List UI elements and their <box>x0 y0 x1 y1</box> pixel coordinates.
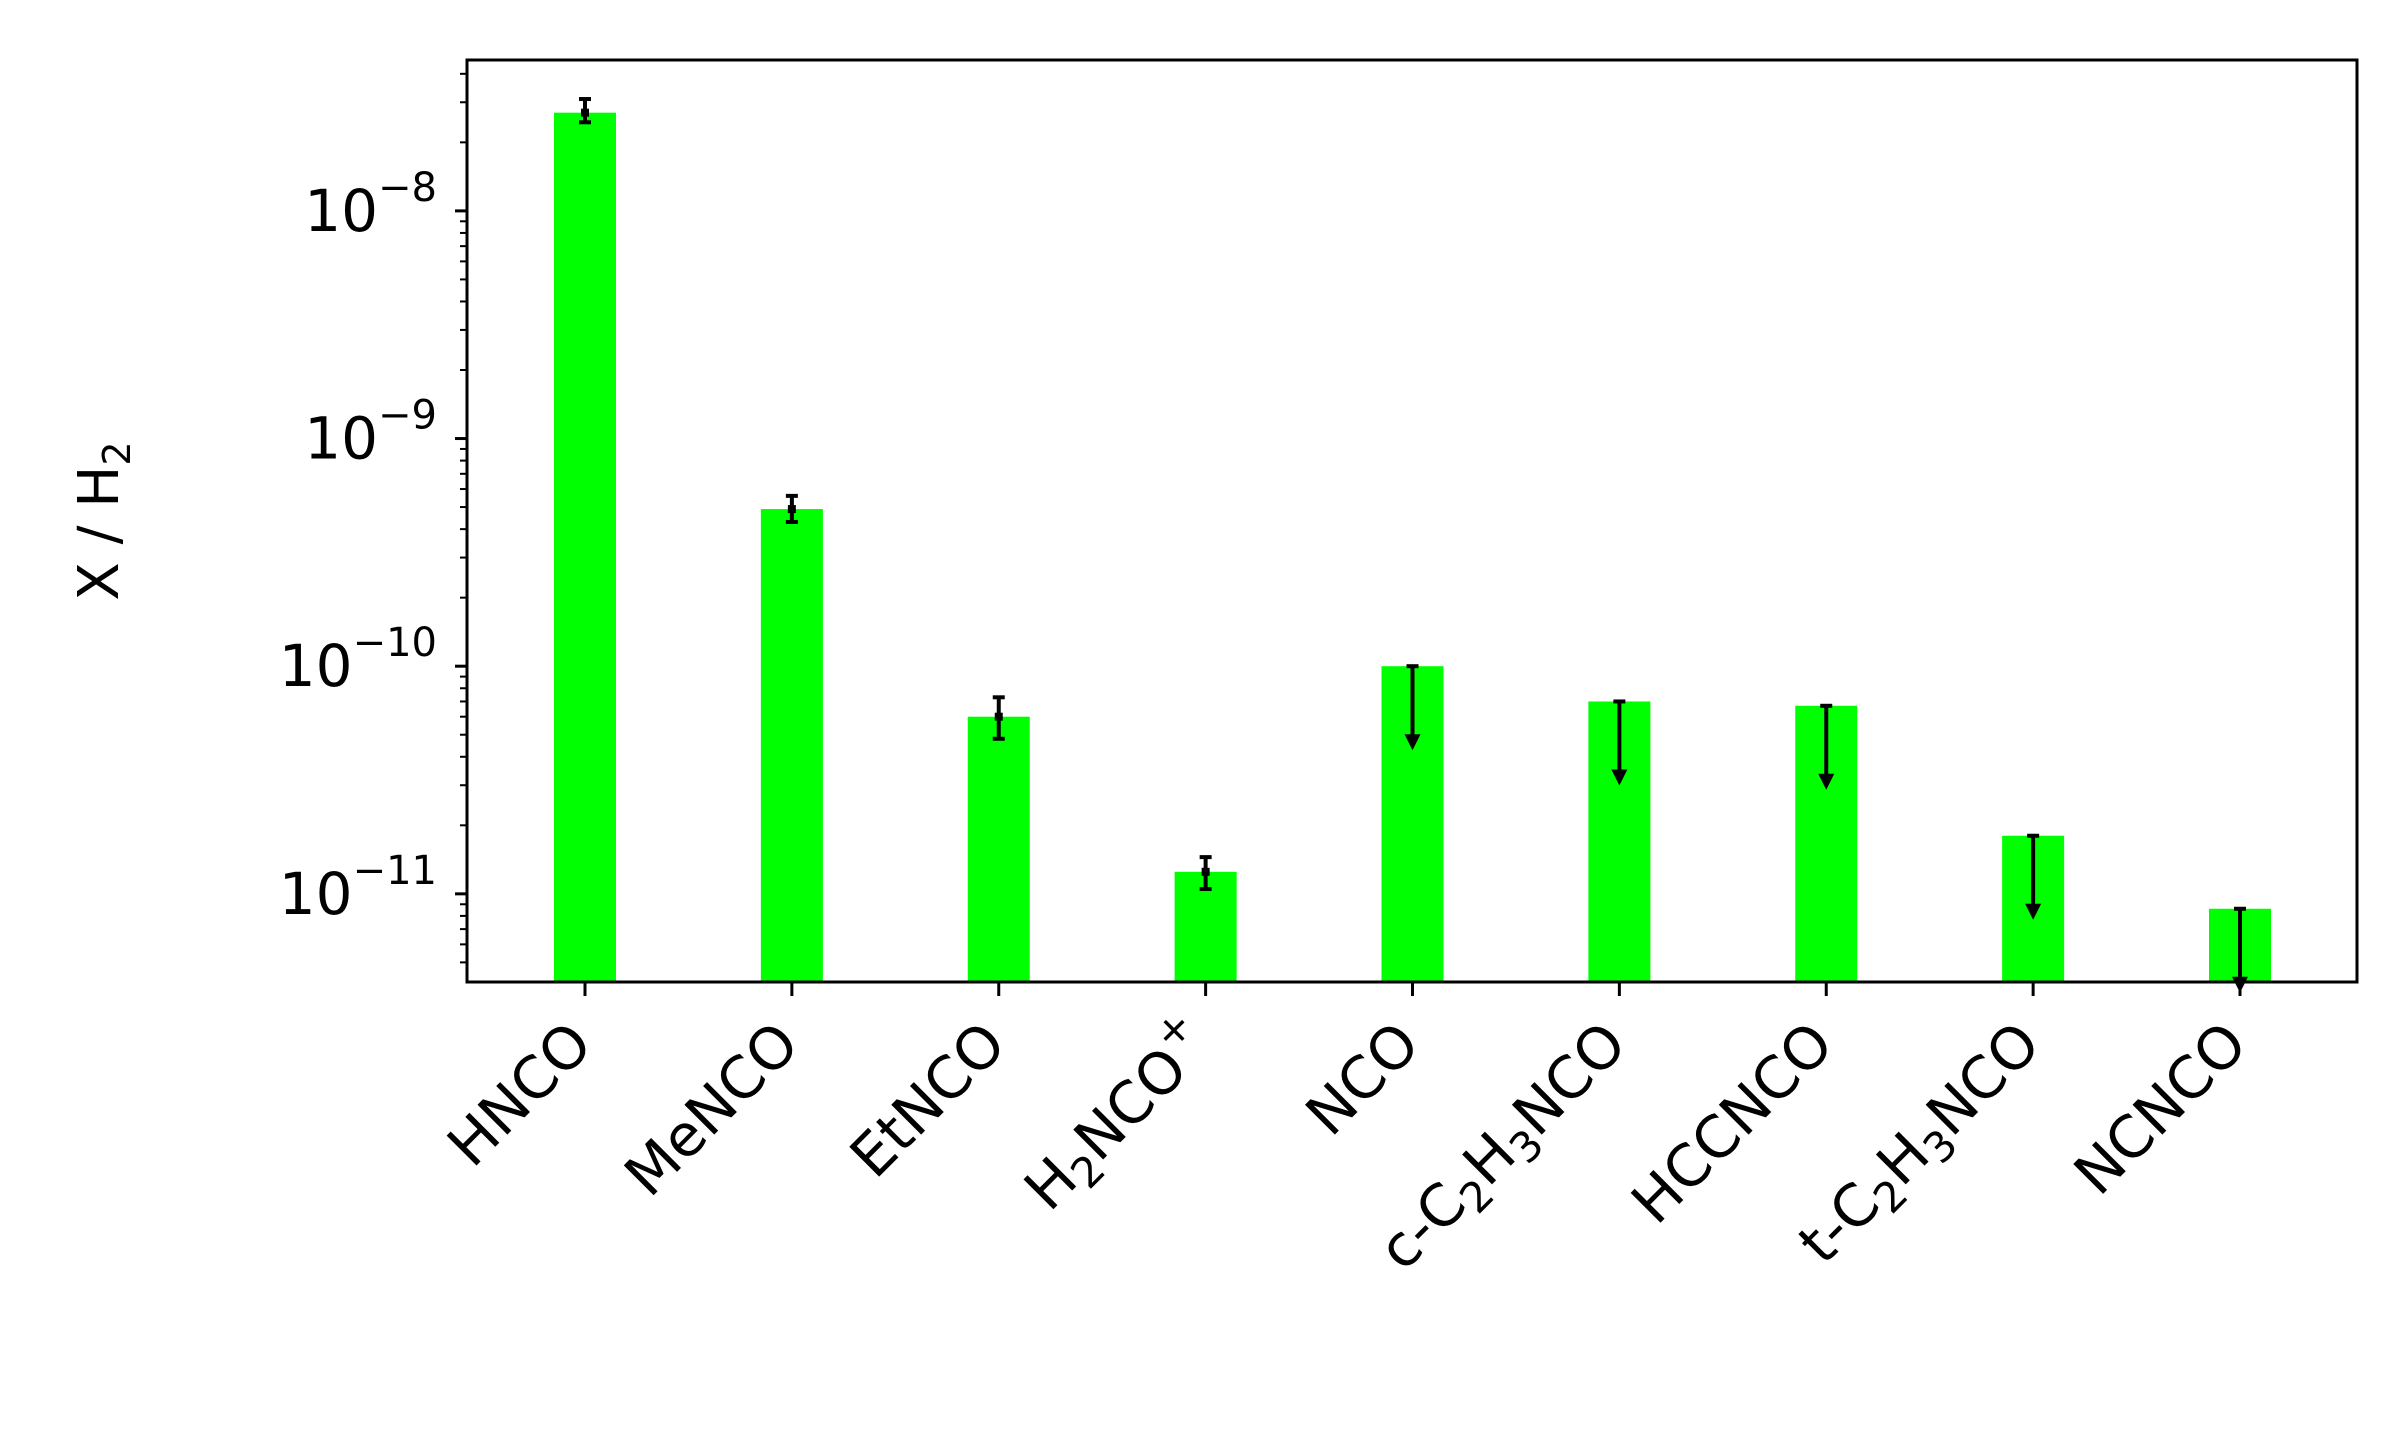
errorbar-HNCO <box>579 97 591 125</box>
errorbar-EtNCO <box>992 695 1005 741</box>
x-tick-label-HNCO: HNCO <box>434 1009 605 1180</box>
y-tick-label: 10−9 <box>304 393 437 473</box>
y-tick-label: 10−8 <box>304 165 437 245</box>
x-tick-label-MeNCO: MeNCO <box>611 1009 811 1209</box>
y-axis: 10−8 10−9 10−10 10−11 <box>279 72 467 964</box>
x-tick-label-NCNCO: NCNCO <box>2061 1009 2260 1208</box>
x-tick-label-EtNCO: EtNCO <box>837 1009 1019 1191</box>
bar-EtNCO <box>967 716 1030 982</box>
errorbar-HCCNCO <box>1818 703 1835 790</box>
errorbar-c-C2H3NCO <box>1611 699 1628 786</box>
errorbar-t-C2H3NCO <box>2025 833 2042 920</box>
bar-HNCO <box>554 112 616 982</box>
bars-layer <box>554 112 2271 982</box>
errorbars-layer <box>579 97 2248 993</box>
y-axis-label: X / H2 <box>67 441 139 600</box>
y-tick-label: 10−10 <box>279 620 437 700</box>
errorbar-NCO <box>1404 664 1421 751</box>
errorbar-H2NCO+ <box>1199 855 1212 892</box>
errorbar-MeNCO <box>785 493 798 524</box>
x-tick-label-H2NCO+: H2NCO+ <box>1002 1000 1231 1229</box>
y-tick-label: 10−11 <box>279 848 437 928</box>
x-tick-label-NCO: NCO <box>1293 1009 1433 1149</box>
bar-MeNCO <box>760 509 823 982</box>
y-axis-label-text: X / H <box>67 466 132 601</box>
y-axis-label-subscript: 2 <box>95 441 139 465</box>
